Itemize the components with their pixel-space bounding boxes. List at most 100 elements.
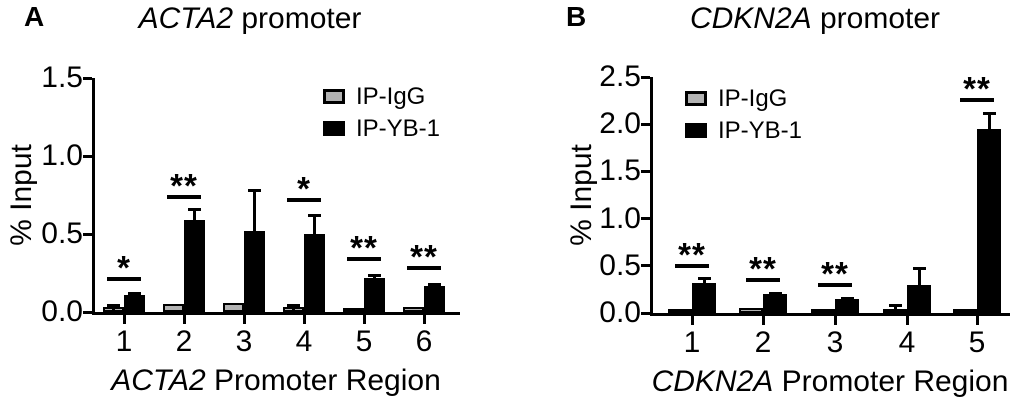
y-axis-tick-label: 1.0 <box>41 139 83 172</box>
x-axis-tick <box>302 315 306 324</box>
error-cap-ip-yb-1-region-2 <box>768 291 782 295</box>
error-bar-ip-igg-region-4 <box>292 304 295 312</box>
legend-label-ip-igg: IP-IgG <box>718 85 788 112</box>
error-bar-ip-yb-1-region-2 <box>773 292 777 300</box>
bar-ip-igg-region-5 <box>343 308 364 312</box>
error-bar-ip-igg-region-1 <box>112 304 115 313</box>
significance-line-region-5 <box>347 256 381 261</box>
error-cap-ip-yb-1-region-6 <box>428 283 441 287</box>
legend-label-ip-igg: IP-IgG <box>356 83 426 110</box>
error-cap-ip-igg-region-4 <box>287 303 300 307</box>
panel-b-title-gene: CDKN2A <box>689 2 812 35</box>
legend-item-ip-yb1: IP-YB-1 <box>323 116 440 141</box>
x-axis-tick-label: 4 <box>898 326 916 359</box>
y-axis-tick <box>641 75 650 79</box>
bar-ip-igg-region-3 <box>223 302 244 312</box>
legend-item-ip-yb1: IP-YB-1 <box>685 118 802 143</box>
error-cap-ip-yb-1-region-3 <box>248 189 261 193</box>
significance-line-region-2 <box>167 194 201 199</box>
y-axis-tick <box>641 169 650 173</box>
x-axis-tick <box>905 316 909 325</box>
error-bar-ip-yb-1-region-3 <box>845 297 849 304</box>
legend-swatch-ip-igg <box>685 91 707 106</box>
x-axis-tick-label: 2 <box>754 326 772 359</box>
error-bar-ip-yb-1-region-2 <box>193 209 196 225</box>
y-axis-tick <box>83 76 92 80</box>
panel-b-title-rest: promoter <box>811 2 941 35</box>
error-bar-ip-yb-1-region-4 <box>917 267 921 290</box>
legend-label-ip-yb1: IP-YB-1 <box>718 117 803 144</box>
x-axis-tick-label: 4 <box>295 325 313 358</box>
bar-ip-igg-region-1 <box>668 309 692 313</box>
significance-line-region-1 <box>675 263 709 268</box>
panel-a-legend: IP-IgG IP-YB-1 <box>323 84 440 148</box>
x-axis-title-rest: Promoter Region <box>773 365 1009 398</box>
bar-ip-igg-region-2 <box>163 304 184 312</box>
y-axis-tick-label: 0.0 <box>599 296 641 329</box>
error-bar-ip-yb-1-region-6 <box>433 284 436 292</box>
x-axis-tick-label: 3 <box>826 326 844 359</box>
panel-a-title-rest: promoter <box>233 2 362 35</box>
y-axis-tick-label: 1.5 <box>41 61 83 94</box>
y-axis-tick <box>641 311 650 315</box>
y-axis-tick <box>641 217 650 221</box>
panel-b-title: CDKN2A promoter <box>605 2 1020 36</box>
legend-item-ip-igg: IP-IgG <box>685 86 802 111</box>
y-axis-tick <box>83 310 92 314</box>
error-cap-ip-yb-1-region-5 <box>982 111 996 115</box>
y-axis-tick <box>641 122 650 126</box>
x-axis-tick <box>242 315 246 324</box>
significance-stars-region-2: ** <box>170 166 198 204</box>
significance-line-region-2 <box>746 277 780 282</box>
x-axis-tick-label: 3 <box>235 325 253 358</box>
panel-a-letter: A <box>24 1 45 32</box>
error-bar-ip-yb-1-region-5 <box>987 112 991 134</box>
legend-swatch-ip-yb1 <box>323 121 345 136</box>
y-axis-tick-label: 1.0 <box>599 201 641 235</box>
error-bar-ip-yb-1-region-1 <box>702 278 706 288</box>
significance-line-region-5 <box>960 97 994 102</box>
panel-b: B CDKN2A promoter % Input 0.0 0.5 1.0 1.5 2.… <box>510 0 1020 407</box>
error-bar-ip-yb-1-region-1 <box>133 292 136 300</box>
legend-swatch-ip-yb1 <box>685 123 707 138</box>
significance-stars-region-5: ** <box>350 228 378 266</box>
panel-a-title: ACTA2 promoter <box>30 2 470 36</box>
y-axis-tick-label: 0.5 <box>41 217 83 250</box>
x-axis-tick-label: 6 <box>415 325 433 358</box>
significance-stars-region-5: ** <box>963 69 991 107</box>
error-cap-ip-yb-1-region-3 <box>840 296 854 300</box>
x-axis-tick <box>362 315 366 324</box>
significance-stars-region-3: ** <box>821 254 849 292</box>
y-axis-tick <box>83 154 92 158</box>
x-axis-tick <box>833 316 837 325</box>
x-axis-title-rest: Promoter Region <box>205 364 441 397</box>
x-axis-tick-label: 5 <box>355 325 373 358</box>
bar-ip-yb-1-region-5 <box>977 128 1001 313</box>
significance-line-region-6 <box>407 266 441 271</box>
x-axis-tick <box>422 315 426 324</box>
error-cap-ip-yb-1-region-4 <box>912 266 926 270</box>
y-axis-tick <box>83 232 92 236</box>
bar-ip-yb-1-region-4 <box>304 234 325 312</box>
panel-a-title-gene: ACTA2 <box>138 2 234 35</box>
significance-stars-region-2: ** <box>749 249 777 287</box>
error-cap-ip-yb-1-region-4 <box>308 214 321 218</box>
bar-ip-yb-1-region-2 <box>184 219 205 312</box>
panel-b-letter: B <box>566 1 587 32</box>
x-axis-tick-label: 5 <box>968 326 986 359</box>
bar-ip-igg-region-2 <box>739 308 763 313</box>
panel-b-legend: IP-IgG IP-YB-1 <box>685 86 802 150</box>
significance-stars-region-1: * <box>117 249 131 287</box>
x-axis-title: ACTA2 Promoter Region <box>92 364 460 398</box>
error-cap-ip-igg-region-4 <box>888 303 902 307</box>
error-cap-ip-yb-1-region-5 <box>368 273 381 277</box>
panel-a: A ACTA2 promoter % Input 0.0 0.5 1.0 1.5 1 2 3… <box>5 1 470 398</box>
panel-b-plot-area: 0.0 0.5 1.0 1.5 2.0 2.5 1 2 3 4 5 ** ** ** ** <box>599 62 1010 359</box>
legend-label-ip-yb1: IP-YB-1 <box>356 115 441 142</box>
bar-ip-igg-region-6 <box>403 307 424 312</box>
y-axis-tick-label: 2.0 <box>599 107 641 141</box>
x-axis-title: CDKN2A Promoter Region <box>650 365 1010 399</box>
x-axis-tick <box>975 316 979 325</box>
x-axis-tick-label: 2 <box>175 325 193 358</box>
